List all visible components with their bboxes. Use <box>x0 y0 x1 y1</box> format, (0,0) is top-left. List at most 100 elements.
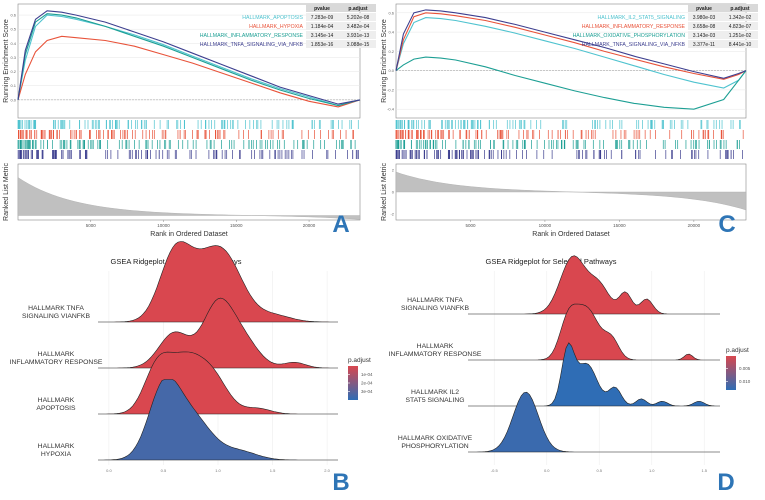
panel-letter-A: A <box>332 211 349 238</box>
ridge-density <box>98 379 338 461</box>
es-y-tick-label: 0.0 <box>388 68 394 73</box>
ridge-x-tick-label: 2.0 <box>324 468 330 473</box>
table-header-padjust: p.adjust <box>348 6 368 12</box>
x-axis-label: Rank in Ordered Dataset <box>532 231 609 238</box>
x-tick-label: 20000 <box>688 223 701 228</box>
ridge-x-tick-label: 0.5 <box>596 468 602 473</box>
ridge-label-line2: SIGNALING VIANFKB <box>22 313 90 320</box>
hit-barcode-row <box>17 120 359 129</box>
ridge-x-tick-label: 1.0 <box>215 468 221 473</box>
panel-letter-D: D <box>717 469 734 496</box>
table-series-name: HALLMARK_INFLAMMATORY_RESPONSE <box>200 33 304 39</box>
es-line-hallmark_apoptosis <box>17 14 361 107</box>
table-pvalue: 3.145e-14 <box>311 33 334 39</box>
table-series-name: HALLMARK_INFLAMMATORY_RESPONSE <box>582 24 686 30</box>
ridge-label-line2: INFLAMMATORY RESPONSE <box>389 351 482 358</box>
es-line-hallmark_hypoxia <box>17 35 361 108</box>
ridge-label-line2: HYPOXIA <box>41 451 72 458</box>
legend-tick-label: 1e-04 <box>361 372 373 377</box>
hit-barcode-row <box>17 150 359 159</box>
es-y-tick-label: 0.6 <box>388 10 394 15</box>
ridge-label-line1: HALLMARK <box>38 351 75 358</box>
table-padjust: 3.088e-15 <box>347 42 370 48</box>
es-plot-frame <box>395 3 747 119</box>
hit-barcode-row <box>395 150 744 159</box>
ridge-density <box>468 303 720 361</box>
panel-letter-B: B <box>332 469 349 496</box>
table-series-name: HALLMARK_TNFA_SIGNALING_VIA_NFKB <box>200 42 304 48</box>
es-y-tick-label: 0.0 <box>10 97 16 102</box>
metric-y-tick-label: 2 <box>392 168 395 173</box>
x-tick-label: 10000 <box>157 223 170 228</box>
ridge-label-line2: INFLAMMATORY RESPONSE <box>10 359 103 366</box>
es-y-tick-label: -0.2 <box>387 87 395 92</box>
hit-barcode-row <box>17 140 356 149</box>
es-line-hallmark_oxidative_phosphorylation <box>395 56 747 110</box>
ridge-panel-D: GSEA Ridgeplot for Selected Pathways HALL… <box>389 255 751 496</box>
ridge-label-line2: SIGNALING VIANFKB <box>401 305 469 312</box>
es-y-tick-label: 0.3 <box>10 55 16 60</box>
ridge-x-tick-label: 0.0 <box>544 468 550 473</box>
table-pvalue: 7.283e-09 <box>311 15 334 21</box>
es-y-tick-label: 0.4 <box>388 30 394 35</box>
es-y-tick-label: 0.5 <box>10 27 16 32</box>
es-y-tick-label: 0.4 <box>10 41 16 46</box>
ridge-label-line1: HALLMARK TNFA <box>28 305 84 312</box>
ridge-panel-B: GSEA Ridgeplot for Selected PathwaysHALL… <box>10 241 373 496</box>
x-tick-label: 5000 <box>86 223 97 228</box>
x-tick-label: 5000 <box>465 223 476 228</box>
es-line-hallmark_tnfa_signaling_via_nfkb <box>17 10 361 105</box>
legend-tick-label: 3e-04 <box>361 389 373 394</box>
ridge-density <box>468 342 720 407</box>
table-padjust: 1.342e-02 <box>729 15 752 21</box>
metric-y-axis-label: Ranked List Metric <box>381 163 388 221</box>
ridge-title: GSEA Ridgeplot for Selected Pathways <box>486 257 617 266</box>
table-pvalue: 3.377e-11 <box>693 42 715 48</box>
ridge-x-tick-label: 0.0 <box>106 468 112 473</box>
x-tick-label: 15000 <box>613 223 626 228</box>
ridge-label-line2: APOPTOSIS <box>36 405 76 412</box>
table-pvalue: 3.658e-08 <box>693 24 716 30</box>
hit-barcode-row <box>395 120 741 129</box>
table-header-pvalue: pvalue <box>696 6 712 12</box>
table-pvalue: 1.853e-16 <box>311 42 334 48</box>
ridge-density <box>468 255 720 315</box>
table-padjust: 8.441e-10 <box>729 42 752 48</box>
legend-tick-label: 0.010 <box>739 379 751 384</box>
table-row-bg <box>306 22 376 30</box>
x-tick-label: 15000 <box>230 223 243 228</box>
es-y-axis-label: Running Enrichment Score <box>3 19 10 103</box>
metric-y-axis-label: Ranked List Metric <box>3 163 10 221</box>
es-y-axis-label: Running Enrichment Score <box>381 19 388 103</box>
table-padjust: 4.823e-07 <box>729 24 752 30</box>
table-series-name: HALLMARK_HYPOXIA <box>249 24 303 30</box>
ridge-density <box>98 241 338 323</box>
metric-y-tick-label: -2 <box>390 212 394 217</box>
x-tick-label: 20000 <box>303 223 316 228</box>
gsea-panel-C: 0.6 0.4 0.2 0.0 -0.2 -0.4 Running Enrichment S… <box>381 3 758 238</box>
ridge-label-line1: HALLMARK IL2 <box>411 389 459 396</box>
ridge-x-tick-label: 1.5 <box>270 468 276 473</box>
es-y-tick-label: 0.1 <box>10 83 16 88</box>
x-axis-label: Rank in Ordered Dataset <box>150 231 227 238</box>
hit-barcode-row <box>395 130 744 139</box>
table-row-bg <box>306 40 376 48</box>
table-header-padjust: p.adjust <box>730 6 750 12</box>
legend-colorbar <box>726 356 736 390</box>
legend-title: p.adjust <box>348 357 371 364</box>
ranked-metric-area <box>395 171 747 211</box>
table-padjust: 3.931e-13 <box>347 33 370 39</box>
es-y-tick-label: 0.6 <box>10 13 16 18</box>
table-pvalue: 1.184e-04 <box>311 24 334 30</box>
es-line-hallmark_il2_stat5_signaling <box>395 17 747 89</box>
ridge-x-tick-label: 0.5 <box>161 468 167 473</box>
table-row-bg <box>688 22 758 30</box>
table-pvalue: 3.143e-03 <box>693 33 716 39</box>
ridge-label-line1: HALLMARK <box>38 443 75 450</box>
x-tick-label: 10000 <box>539 223 552 228</box>
legend-tick-label: 2e-04 <box>361 381 373 386</box>
ridge-x-tick-label: -0.5 <box>491 468 499 473</box>
es-plot-frame <box>17 3 361 119</box>
table-row-bg <box>688 13 758 21</box>
